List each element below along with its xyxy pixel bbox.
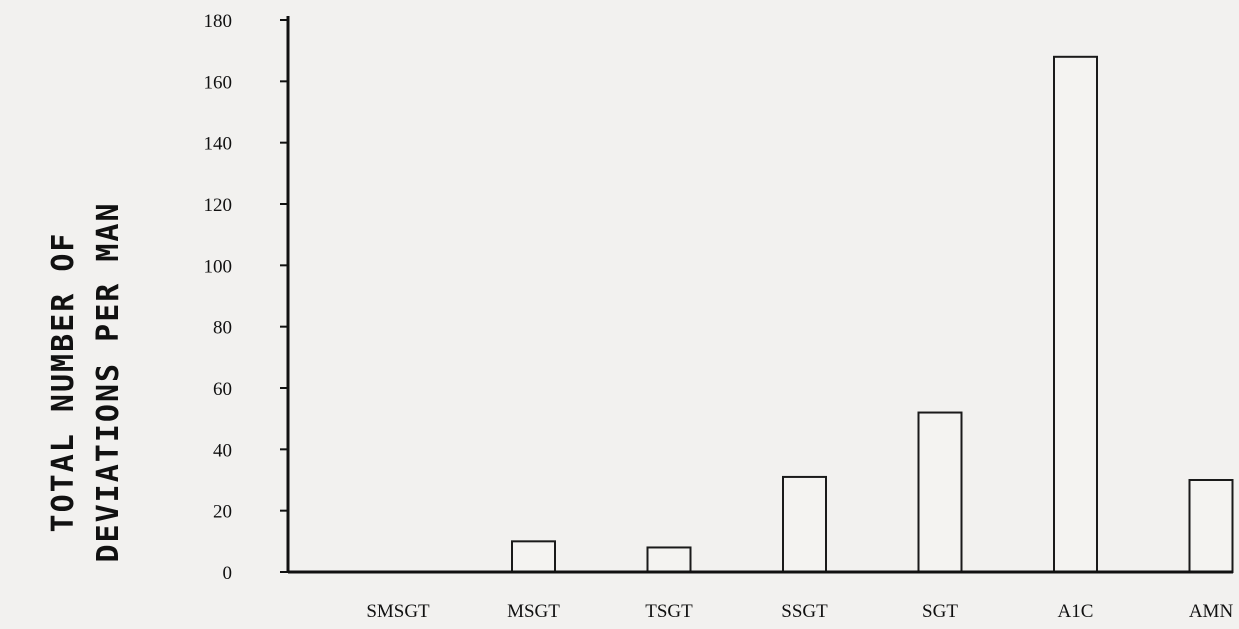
- y-tick-label: 180: [204, 11, 233, 32]
- y-tick-label: 100: [204, 256, 233, 277]
- bar-sgt: [917, 411, 963, 573]
- y-tick-label: 80: [213, 318, 232, 339]
- y-tick-label: 120: [204, 195, 233, 216]
- y-tick-label: 40: [213, 440, 232, 461]
- x-category-label: SSGT: [781, 601, 828, 622]
- bar-ssgt: [782, 475, 827, 573]
- x-category-label: SMSGT: [366, 601, 430, 622]
- bar-amn: [1188, 479, 1234, 573]
- bar-msgt: [511, 540, 556, 573]
- y-axis-label-line-2: DEVIATIONS PER MAN: [91, 201, 126, 562]
- bar-a1c: [1053, 55, 1098, 574]
- x-category-label: A1C: [1058, 601, 1094, 622]
- y-axis-ticks: 0 20 40 60 80 100 120 140 160 180: [204, 11, 288, 584]
- y-tick-label: 60: [213, 379, 232, 400]
- x-category-label: MSGT: [507, 601, 560, 622]
- bar-tsgt: [646, 546, 692, 574]
- x-category-label: AMN: [1189, 601, 1234, 622]
- bars: [511, 55, 1234, 574]
- x-category-label: TSGT: [645, 601, 693, 622]
- y-axis-label-line-1: TOTAL NUMBER OF: [46, 232, 81, 533]
- y-tick-label: 0: [223, 563, 233, 584]
- x-category-label: SGT: [922, 601, 958, 622]
- y-tick-label: 160: [204, 72, 233, 93]
- y-tick-label: 140: [204, 134, 233, 155]
- x-axis-labels: SMSGT MSGT TSGT SSGT SGT A1C AMN: [366, 601, 1233, 622]
- y-axis-label: TOTAL NUMBER OF DEVIATIONS PER MAN: [46, 201, 126, 562]
- y-tick-label: 20: [213, 502, 232, 523]
